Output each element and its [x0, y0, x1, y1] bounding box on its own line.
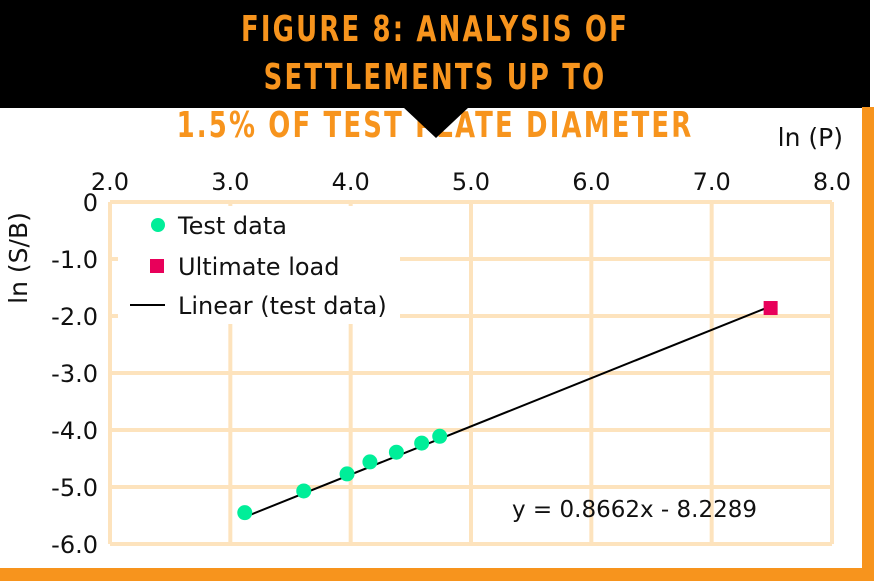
legend-test-data-marker: [151, 218, 165, 232]
y-tick-label: 0: [83, 189, 98, 217]
legend: Test data Ultimate load Linear (test dat…: [118, 206, 400, 324]
test-data-point: [362, 454, 378, 470]
legend-test-data: Test data: [177, 212, 287, 240]
test-data-point: [296, 483, 312, 499]
test-data-point: [388, 444, 404, 460]
test-data-point: [339, 466, 355, 482]
x-tick-label: 5.0: [452, 168, 490, 196]
test-data-point: [414, 435, 430, 451]
x-axis-label: ln (P): [778, 123, 843, 152]
title-line-1: FIGURE 8: ANALYSIS OF SETTLEMENTS UP TO: [241, 9, 629, 98]
test-data-point: [237, 505, 253, 521]
y-axis-label: ln (S/B): [4, 212, 33, 304]
x-tick-label: 6.0: [572, 168, 610, 196]
y-tick-label: -4.0: [51, 417, 98, 445]
x-tick-label: 2.0: [91, 168, 129, 196]
ticks: 2.0 3.0 4.0 5.0 6.0 7.0 8.0 0 -1.0 -2.0 -3.0 -4.0 -5…: [51, 168, 851, 559]
x-tick-label: 4.0: [332, 168, 370, 196]
orange-border-right: [862, 107, 874, 581]
ultimate-load-point: [763, 301, 778, 316]
y-tick-label: -5.0: [51, 474, 98, 502]
x-tick-label: 8.0: [813, 168, 851, 196]
y-tick-label: -3.0: [51, 360, 98, 388]
y-tick-label: -2.0: [51, 303, 98, 331]
legend-linear: Linear (test data): [178, 292, 387, 320]
x-tick-label: 3.0: [211, 168, 249, 196]
trendline: [244, 307, 767, 518]
legend-ultimate-load: Ultimate load: [178, 253, 340, 281]
y-tick-label: -6.0: [51, 531, 98, 559]
banner-pointer: [403, 107, 469, 138]
orange-border-bottom: [0, 568, 874, 581]
marks: [237, 301, 778, 521]
equation-annotation: y = 0.8662x - 8.2289: [512, 497, 757, 523]
x-tick-label: 7.0: [693, 168, 731, 196]
y-tick-label: -1.0: [51, 246, 98, 274]
legend-ultimate-marker: [150, 259, 164, 273]
test-data-point: [432, 428, 448, 444]
